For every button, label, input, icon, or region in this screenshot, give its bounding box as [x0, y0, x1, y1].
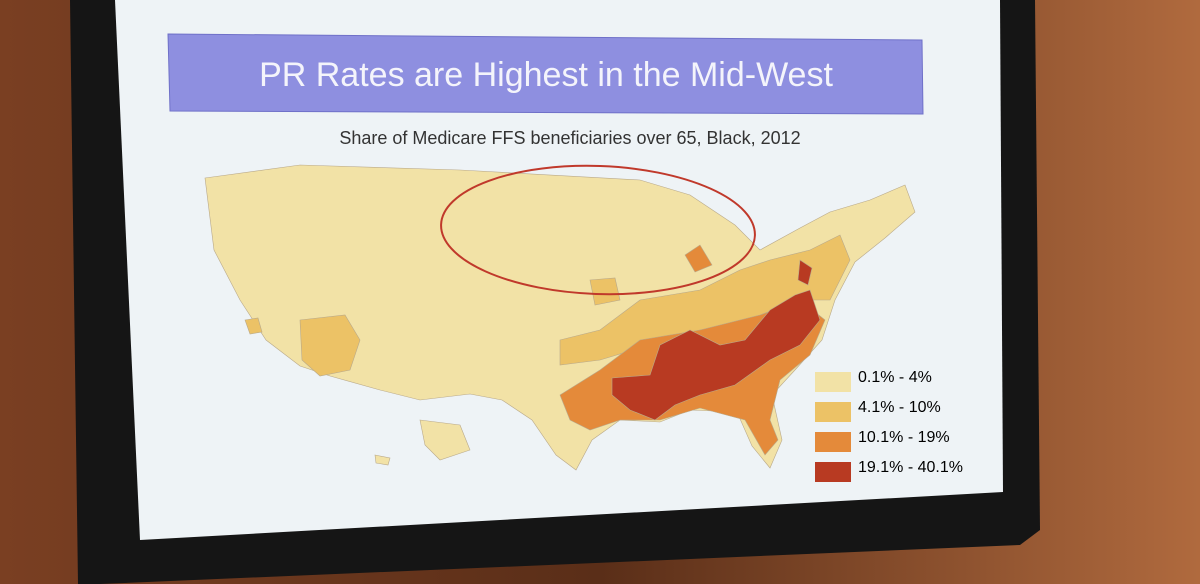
legend-label: 0.1% - 4%	[858, 369, 932, 386]
map-region	[244, 317, 263, 335]
title-bar	[167, 33, 924, 115]
map-region	[299, 314, 361, 377]
map	[204, 164, 916, 471]
legend-swatch	[815, 432, 851, 452]
map-subtitle: Share of Medicare FFS beneficiaries over…	[339, 128, 800, 148]
legend-swatch	[815, 372, 851, 392]
map-region	[684, 244, 713, 273]
map-region	[611, 289, 821, 421]
map-region	[797, 259, 813, 286]
legend: 0.1% - 4% 4.1% - 10% 10.1% - 19% 19.1% - 40…	[815, 369, 963, 482]
map-region	[419, 419, 471, 461]
legend-swatch	[815, 462, 851, 482]
legend-label: 4.1% - 10%	[858, 399, 941, 416]
map-region	[589, 277, 621, 306]
legend-label: 10.1% - 19%	[858, 429, 950, 446]
slide-title: PR Rates are Highest in the Mid-West	[259, 56, 833, 94]
legend-label: 19.1% - 40.1%	[858, 459, 963, 476]
legend-swatch	[815, 402, 851, 422]
map-region	[374, 454, 391, 466]
highlight-ellipse	[440, 164, 756, 296]
